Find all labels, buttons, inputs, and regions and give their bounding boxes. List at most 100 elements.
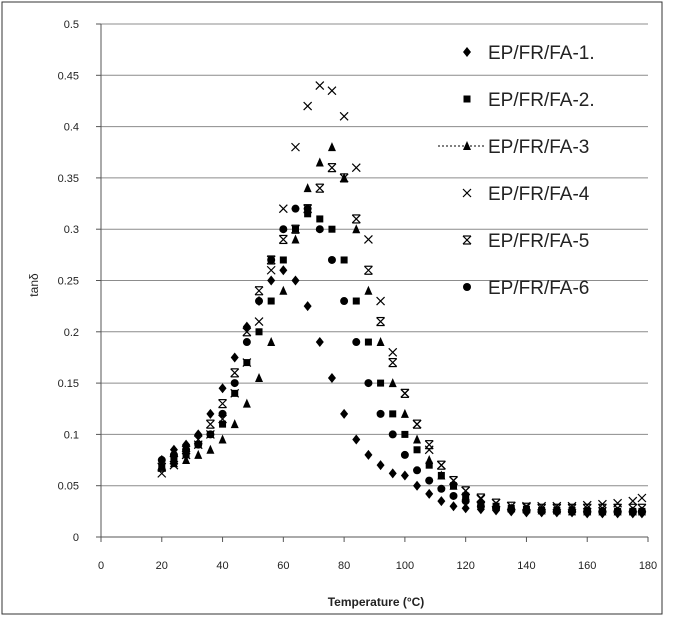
data-point	[364, 449, 373, 460]
data-point	[291, 142, 300, 152]
data-point	[230, 352, 239, 363]
data-point	[461, 503, 470, 514]
data-point	[492, 504, 501, 513]
data-point	[315, 157, 324, 167]
data-point	[388, 430, 397, 439]
data-point	[218, 383, 227, 394]
data-point	[376, 296, 386, 306]
data-point	[206, 408, 215, 419]
data-point	[376, 460, 385, 471]
data-point	[400, 388, 410, 398]
legend-marker	[463, 47, 471, 57]
legend-label: EP/FR/FA-4	[488, 184, 590, 205]
data-point	[637, 493, 647, 503]
data-point	[449, 501, 458, 512]
legend-label: EP/FR/FA-1.	[488, 43, 595, 64]
data-point	[376, 316, 386, 327]
data-point	[449, 480, 458, 490]
data-point	[205, 419, 215, 429]
data-point	[388, 357, 398, 368]
legend-item: EP/FR/FA-4	[462, 184, 590, 205]
x-tick-label: 80	[338, 560, 350, 572]
data-point	[352, 224, 361, 234]
y-tick-label: 0.25	[58, 276, 79, 288]
data-point	[425, 488, 434, 499]
data-point	[461, 486, 471, 496]
x-tick-label: 20	[156, 560, 168, 572]
data-point	[304, 210, 312, 218]
data-point	[242, 398, 251, 408]
data-markers	[157, 81, 647, 519]
data-point	[254, 317, 264, 326]
legend-label: EP/FR/FA-6	[488, 278, 589, 299]
chart-outer-border	[1, 1, 663, 615]
data-point	[303, 301, 312, 312]
x-tick-label: 60	[277, 560, 289, 572]
y-tick-label: 0.35	[58, 173, 79, 185]
data-point	[291, 224, 300, 234]
axes	[96, 23, 649, 542]
data-point	[449, 475, 458, 486]
data-point	[364, 338, 372, 346]
data-point	[412, 419, 422, 429]
legend: EP/FR/FA-1. EP/FR/FA-2. EP/FR/FA-3 EP/FR/FA…	[438, 43, 595, 299]
data-point	[267, 297, 275, 305]
data-point	[291, 234, 300, 244]
data-point	[315, 81, 325, 90]
legend-label: EP/FR/FA-5	[488, 231, 589, 252]
data-point	[255, 297, 264, 306]
horizontal-gridlines	[101, 23, 648, 487]
y-tick-label: 0	[73, 532, 79, 544]
data-point	[598, 507, 607, 516]
data-point	[388, 378, 397, 388]
data-point	[425, 476, 434, 485]
data-point	[327, 372, 336, 383]
data-point	[413, 480, 422, 491]
data-point	[206, 444, 215, 454]
data-point	[303, 183, 312, 193]
legend-marker	[462, 188, 472, 198]
data-point	[219, 420, 227, 428]
data-point	[613, 507, 622, 516]
data-point	[242, 327, 252, 337]
data-point	[206, 430, 215, 439]
data-point	[327, 163, 337, 173]
legend-marker	[463, 141, 471, 150]
data-point	[303, 204, 312, 213]
y-tick-label: 0.05	[58, 481, 79, 493]
data-point	[339, 111, 349, 121]
data-point	[315, 337, 324, 348]
data-point	[582, 500, 592, 510]
legend-marker	[463, 283, 471, 291]
data-point	[413, 446, 421, 454]
data-point	[242, 358, 252, 368]
data-point	[377, 379, 385, 387]
data-point	[169, 450, 178, 459]
x-tick-label: 120	[456, 560, 474, 572]
data-point	[437, 470, 446, 480]
data-point	[218, 409, 227, 418]
data-point	[437, 496, 446, 507]
data-point	[267, 255, 276, 264]
legend-marker	[463, 95, 471, 103]
data-point	[157, 460, 166, 470]
y-tick-label: 0.2	[64, 327, 79, 339]
data-point	[230, 388, 240, 398]
data-point	[352, 297, 360, 305]
data-point	[352, 338, 361, 347]
data-point	[376, 409, 385, 418]
x-axis-label: Temperature (°C)	[328, 595, 425, 609]
y-axis-label: tanδ	[27, 273, 41, 297]
data-point	[364, 379, 373, 388]
data-point	[242, 338, 251, 347]
data-point	[424, 440, 434, 450]
y-tick-label: 0.15	[58, 378, 79, 390]
data-point	[157, 456, 166, 465]
data-point	[476, 493, 486, 503]
legend-label: EP/FR/FA-3	[488, 137, 589, 158]
legend-item: EP/FR/FA-5	[462, 231, 589, 252]
y-tick-label: 0.3	[64, 224, 79, 236]
data-point	[279, 225, 288, 234]
data-point	[352, 434, 361, 445]
data-point	[255, 328, 263, 336]
